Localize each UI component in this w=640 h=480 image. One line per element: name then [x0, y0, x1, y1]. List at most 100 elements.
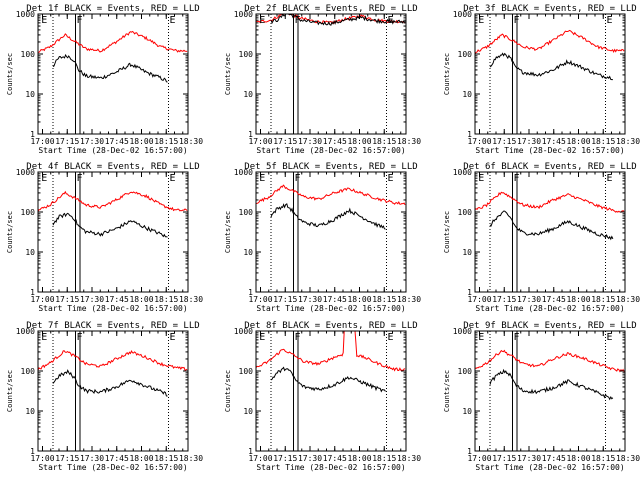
x-axis-label: Start Time (28-Dec-02 16:57:00)	[475, 304, 624, 313]
interval-marker-label: E	[607, 332, 613, 343]
y-tick-label: 1	[248, 130, 253, 139]
y-tick-label: 1	[30, 288, 35, 297]
chart-panel-2: Det 2f BLACK = Events, RED = LLD 1 10 100 10…	[224, 4, 421, 155]
x-tick-label: 17:30	[80, 137, 104, 146]
y-tick-label: 10	[243, 248, 253, 257]
x-axis-label: Start Time (28-Dec-02 16:57:00)	[256, 146, 405, 155]
interval-marker-label: E	[478, 332, 484, 343]
x-tick-label: 18:00	[566, 295, 590, 304]
y-axis-label: Counts/sec	[224, 370, 232, 412]
series-events-line	[52, 53, 168, 83]
plot-area	[256, 331, 406, 451]
x-tick-label: 17:00	[30, 137, 54, 146]
x-tick-label: 18:00	[129, 137, 153, 146]
x-tick-label: 18:00	[347, 137, 371, 146]
x-tick-label: 17:00	[30, 454, 54, 463]
y-tick-label: 10	[25, 248, 35, 257]
y-axis-label: Counts/sec	[224, 211, 232, 253]
interval-marker-label: E	[607, 15, 613, 26]
x-tick-label: 18:30	[397, 454, 421, 463]
x-tick-label: 17:00	[248, 295, 272, 304]
interval-marker-label: E	[259, 15, 265, 26]
chart-panel-1: Det 1f BLACK = Events, RED = LLD 1 10 100 10…	[6, 4, 203, 155]
series-events-line	[489, 52, 613, 81]
interval-marker-label: F	[295, 15, 301, 26]
plot-frame	[255, 330, 407, 452]
plot-area	[256, 172, 406, 292]
plot-area	[38, 14, 188, 134]
plot-area	[475, 331, 625, 451]
y-tick-label: 1000	[16, 10, 35, 19]
x-tick-label: 17:15	[273, 454, 297, 463]
x-tick-label: 18:30	[179, 137, 203, 146]
plot-area	[38, 172, 188, 292]
interval-marker-label: E	[478, 173, 484, 184]
series-events-line	[52, 369, 168, 397]
x-tick-label: 17:15	[55, 454, 79, 463]
x-axis-label: Start Time (28-Dec-02 16:57:00)	[256, 304, 405, 313]
chart-title: Det 5f BLACK = Events, RED = LLD	[244, 162, 417, 172]
chart-title: Det 7f BLACK = Events, RED = LLD	[26, 321, 199, 331]
interval-marker-label: E	[388, 15, 394, 26]
series-lld-line	[38, 30, 188, 54]
x-axis-label: Start Time (28-Dec-02 16:57:00)	[256, 463, 405, 472]
chart-title: Det 6f BLACK = Events, RED = LLD	[463, 162, 636, 172]
x-tick-label: 18:00	[129, 295, 153, 304]
x-tick-label: 17:00	[467, 295, 491, 304]
x-tick-label: 17:00	[248, 454, 272, 463]
x-tick-label: 17:15	[273, 295, 297, 304]
chart-title: Det 3f BLACK = Events, RED = LLD	[463, 4, 636, 14]
x-tick-label: 17:00	[467, 137, 491, 146]
chart-panel-4: Det 4f BLACK = Events, RED = LLD 1 10 100 10…	[6, 162, 203, 313]
y-tick-label: 1000	[234, 168, 253, 177]
plot-frame	[255, 13, 407, 135]
interval-marker-label: E	[388, 332, 394, 343]
x-tick-label: 17:15	[55, 137, 79, 146]
x-tick-label: 18:30	[397, 137, 421, 146]
plot-area	[475, 172, 625, 292]
y-tick-label: 1	[467, 288, 472, 297]
x-tick-label: 18:15	[372, 454, 396, 463]
y-tick-label: 1	[467, 130, 472, 139]
x-tick-label: 17:30	[517, 137, 541, 146]
interval-marker-label: E	[41, 332, 47, 343]
x-tick-label: 17:15	[273, 137, 297, 146]
series-lld-line	[475, 29, 625, 55]
x-axis-label: Start Time (28-Dec-02 16:57:00)	[38, 304, 187, 313]
x-tick-label: 17:15	[492, 454, 516, 463]
x-tick-label: 17:45	[105, 454, 129, 463]
y-axis-label: Counts/sec	[6, 53, 14, 95]
chart-title: Det 9f BLACK = Events, RED = LLD	[463, 321, 636, 331]
x-tick-label: 18:30	[179, 295, 203, 304]
y-tick-label: 10	[243, 90, 253, 99]
y-tick-label: 1	[248, 288, 253, 297]
interval-marker-label: E	[259, 332, 265, 343]
x-tick-label: 17:30	[298, 137, 322, 146]
x-tick-label: 18:15	[591, 137, 615, 146]
x-tick-label: 17:30	[80, 295, 104, 304]
x-tick-label: 17:00	[30, 295, 54, 304]
x-tick-label: 17:45	[323, 137, 347, 146]
x-tick-label: 18:15	[154, 137, 178, 146]
x-tick-label: 17:30	[517, 454, 541, 463]
x-tick-label: 17:45	[323, 295, 347, 304]
x-tick-label: 18:15	[591, 454, 615, 463]
plot-frame	[37, 13, 189, 135]
y-tick-label: 1	[30, 130, 35, 139]
interval-marker-label: E	[607, 173, 613, 184]
y-tick-label: 1000	[234, 327, 253, 336]
y-tick-label: 100	[239, 367, 254, 376]
y-axis-label: Counts/sec	[443, 211, 451, 253]
y-tick-label: 100	[21, 208, 36, 217]
x-tick-label: 17:45	[105, 137, 129, 146]
y-tick-label: 10	[462, 407, 472, 416]
y-tick-label: 100	[239, 50, 254, 59]
x-tick-label: 17:15	[55, 295, 79, 304]
x-tick-label: 18:30	[616, 137, 640, 146]
series-lld-line	[256, 331, 406, 372]
y-tick-label: 1000	[16, 327, 35, 336]
y-tick-label: 100	[458, 208, 473, 217]
plot-area	[475, 14, 625, 134]
chart-panel-8: Det 8f BLACK = Events, RED = LLD 1 10 100 10…	[224, 321, 421, 472]
plot-frame	[474, 13, 626, 135]
